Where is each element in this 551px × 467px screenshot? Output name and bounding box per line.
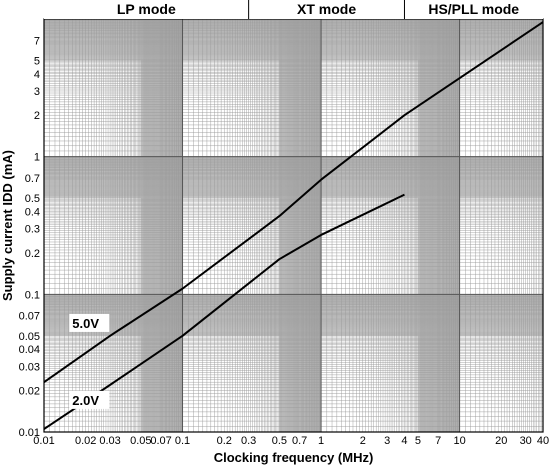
x-tick-label: 0.7 [292,435,307,447]
y-tick-label: 0.04 [19,344,40,356]
y-tick-label: 0.01 [19,427,40,439]
x-tick-label: 7 [435,435,441,447]
x-tick-label: 30 [520,435,532,447]
grid-bands [44,19,543,432]
y-tick-label: 0.05 [19,331,40,343]
y-tick-label: 4 [34,69,40,81]
y-tick-label: 3 [34,86,40,98]
x-tick-label: 5 [415,435,421,447]
y-tick-labels: 0.01 0.02 0.03 0.040.05 0.07 0.1 0.2 0.3 0.40.5 0… [19,35,40,439]
y-tick-label: 0.3 [25,224,40,236]
x-tick-label: 10 [453,435,465,447]
series-label-5-0V: 5.0V [72,316,99,331]
mode-label: XT mode [297,1,356,17]
x-tick-label: 20 [495,435,507,447]
x-axis-title: Clocking frequency (MHz) [214,450,374,465]
y-tick-label: 0.2 [25,248,40,260]
x-tick-label: 4 [401,435,407,447]
x-tick-label: 40 [537,435,549,447]
grid-major-lines [44,19,543,432]
y-tick-label: 1 [34,152,40,164]
y-tick-label: 0.1 [25,289,40,301]
y-tick-label: 7 [34,35,40,47]
x-tick-label: 0.2 [217,435,232,447]
x-tick-label: 2 [360,435,366,447]
y-tick-label: 5 [34,55,40,67]
mode-label: LP mode [117,1,176,17]
y-axis-title: Supply current IDD (mA) [0,150,15,301]
series-label-box [69,390,110,409]
x-tick-label: 0.07 [150,435,171,447]
y-tick-label: 0.02 [19,386,40,398]
mode-header: LP mode XT mode HS/PLL mode [44,0,543,19]
x-tick-labels: 0.01 0.02 0.03 0.050.07 0.1 0.2 0.3 0.5 0.7 1 2 3 4 5… [33,435,549,447]
y-tick-label: 0.07 [19,311,40,323]
x-tick-label: 0.5 [272,435,287,447]
y-tick-label: 0.4 [25,206,40,218]
x-tick-label: 0.3 [241,435,256,447]
y-tick-label: 0.03 [19,361,40,373]
x-tick-label: 0.03 [99,435,120,447]
x-tick-label: 3 [384,435,390,447]
mode-label: HS/PLL mode [428,1,519,17]
series-line-5-0V [43,21,544,384]
y-tick-label: 0.5 [25,193,40,205]
x-tick-label: 0.05 [130,435,151,447]
mode-header-background [44,0,543,19]
series-label-2-0V: 2.0V [72,393,99,408]
x-tick-label: 0.02 [75,435,96,447]
y-tick-label: 2 [34,110,40,122]
y-tick-label: 0.7 [25,173,40,185]
x-tick-label: 1 [318,435,324,447]
series-labels: 5.0V 2.0V [69,313,110,409]
series-label-box [69,313,110,332]
x-tick-label: 0.1 [175,435,190,447]
x-tick-label: 0.01 [33,435,54,447]
